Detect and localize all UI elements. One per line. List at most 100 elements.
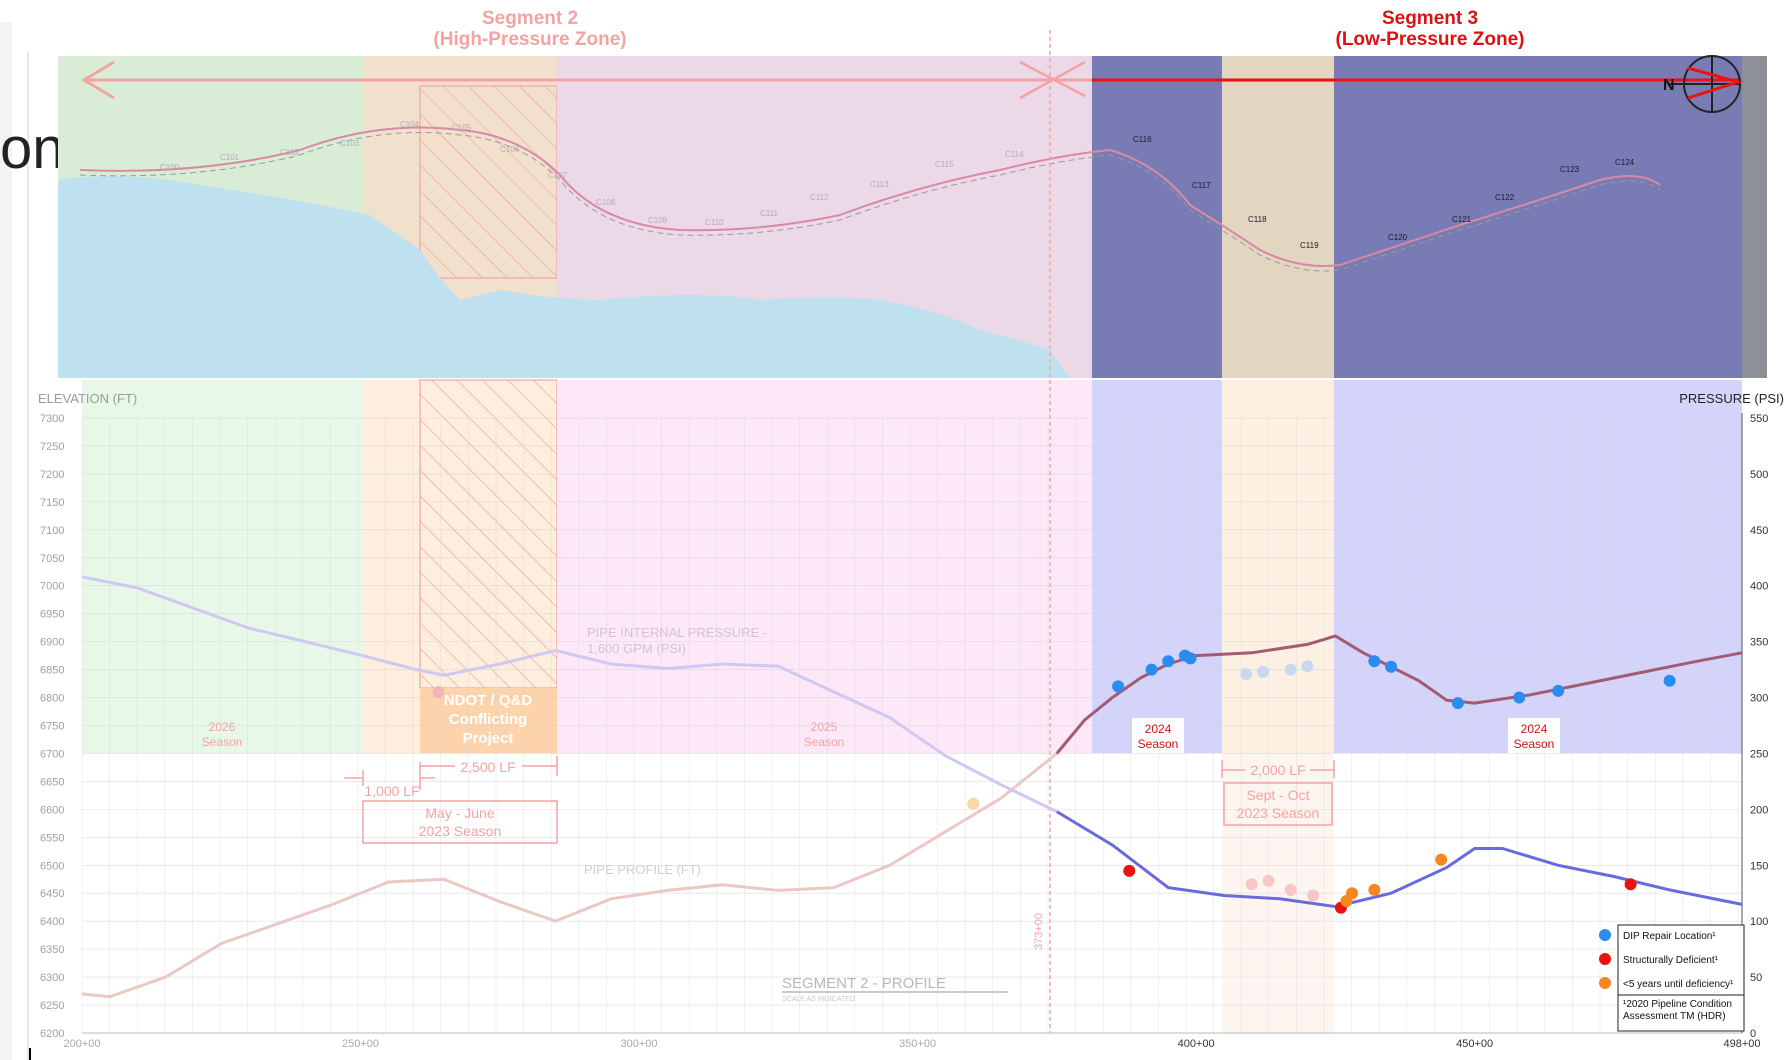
elevation-tick-label: 7100	[40, 525, 64, 537]
series-0-line	[1055, 634, 1743, 755]
sept-oct-line2: 2023 Season	[1237, 805, 1320, 821]
series-1-line	[1056, 810, 1743, 909]
pressure-tick-label: 250	[1750, 748, 1768, 760]
elevation-tick-label: 6750	[40, 721, 64, 733]
legend-swatch	[1599, 953, 1611, 965]
lake-water	[58, 176, 1070, 378]
map-sheet-label: C114	[1005, 150, 1024, 159]
map-sheet-label: C106	[500, 145, 520, 154]
map-sheet-label: C102	[280, 148, 300, 157]
elevation-tick-label: 6850	[40, 665, 64, 677]
station-tick-label: 400+00	[1178, 1038, 1215, 1050]
map-sheet-label: C110	[705, 218, 724, 227]
faded-marker	[967, 797, 980, 810]
map-ndot-hatch	[419, 85, 558, 279]
dip-repair-marker	[1301, 660, 1314, 673]
aerial-map: C116 C117 C118 C119 C120 C121 C122 C123 C124 C114…	[58, 55, 1767, 378]
map-sheet-label: C109	[648, 216, 668, 225]
season-2026-label-text: Season	[202, 735, 243, 749]
faded-pressure-marker	[1307, 889, 1320, 902]
segment-profile-title: SEGMENT 2 - PROFILE	[782, 975, 946, 992]
north-arrow-icon: N	[1663, 55, 1744, 113]
dim-2500-lf: 2,500 LF	[460, 759, 515, 775]
elevation-tick-label: 6250	[40, 1000, 64, 1012]
zone-sept-oct	[1222, 380, 1334, 753]
pressure-tick-label: 150	[1750, 860, 1768, 872]
elevation-tick-label: 6300	[40, 972, 64, 984]
season-2026-label-year: 2026	[209, 720, 236, 734]
elevation-axis-label: ELEVATION (FT)	[38, 391, 137, 406]
dip-repair-marker	[1663, 674, 1676, 687]
elevation-tick-label: 6950	[40, 609, 64, 621]
dip-repair-marker	[1240, 668, 1253, 681]
map-zone-2024a	[1092, 56, 1222, 378]
map-sheet-label: C104	[400, 120, 420, 129]
pressure-tick-label: 100	[1750, 916, 1768, 928]
dimension-lines	[344, 756, 1335, 844]
zone-2025	[557, 380, 1092, 753]
pressure-tick-label: 300	[1750, 693, 1768, 705]
faded-marker	[432, 685, 445, 698]
map-sheet-label: C113	[870, 180, 889, 189]
left-panel-edge	[0, 22, 12, 1060]
elevation-tick-label: 6900	[40, 637, 64, 649]
map-sheet-label: C107	[548, 171, 568, 180]
season-2024b-box	[1508, 718, 1560, 753]
profile-plot: 373+00 7300 7250 7200 7150 7100 7050 7000 6950 6…	[40, 30, 1768, 1050]
elevation-tick-label: 7200	[40, 469, 64, 481]
dim-1000-lf: 1,000 LF	[364, 783, 419, 799]
legend: DIP Repair Location¹ Structurally Deficie…	[1599, 924, 1745, 1032]
map-sheet-labels: C116 C117 C118 C119 C120 C121 C122 C123 C124 C114…	[160, 120, 1635, 250]
legend-footnote-line2: Assessment TM (HDR)	[1623, 1011, 1726, 1022]
faded-pressure-marker	[1262, 874, 1275, 887]
elevation-tick-label: 7250	[40, 441, 64, 453]
elevation-tick-label: 6600	[40, 804, 64, 816]
season-2025-label-year: 2025	[811, 720, 838, 734]
map-sheet-label: C115	[935, 160, 954, 169]
elevation-tick-label: 6400	[40, 916, 64, 928]
dip-repair-marker	[1368, 655, 1381, 668]
season-2024b-label-year: 2024	[1521, 722, 1548, 736]
map-sheet-label: C119	[1300, 241, 1319, 250]
segment3-subtitle: (Low-Pressure Zone)	[1336, 29, 1525, 50]
map-sheet-label: C123	[1560, 165, 1580, 174]
station-tick-label: 300+00	[621, 1038, 658, 1050]
ndot-label-line1: NDOT / Q&D	[444, 692, 532, 709]
map-sheet-label: C117	[1192, 181, 1211, 190]
elevation-tick-label: 6200	[40, 1028, 64, 1040]
legend-footnote-line1: ¹2020 Pipeline Condition	[1623, 999, 1732, 1010]
map-sheet-label: C108	[596, 198, 616, 207]
pressure-tick-label: 450	[1750, 525, 1768, 537]
station-tick-label: 250+00	[342, 1038, 379, 1050]
partial-title: on	[0, 116, 65, 181]
less-than-5-years-marker	[1435, 853, 1448, 866]
sept-oct-line1: Sept - Oct	[1246, 787, 1309, 803]
less-than-5-years-marker	[1368, 883, 1381, 896]
structurally-deficient-marker	[1123, 864, 1136, 877]
map-sheet-label: C122	[1495, 193, 1515, 202]
legend-item-label: DIP Repair Location¹	[1623, 931, 1716, 942]
zone-ndot-hatch	[419, 379, 558, 689]
pressure-label-line2: 1,600 GPM (PSI)	[587, 641, 686, 656]
svg-text:N: N	[1663, 77, 1675, 94]
dip-repair-marker	[1162, 655, 1175, 668]
faded-pressure-marker	[1245, 878, 1258, 891]
series-1-faded-line	[81, 575, 1058, 813]
pressure-axis-label: PRESSURE (PSI)	[1679, 391, 1784, 406]
elevation-tick-label: 7050	[40, 553, 64, 565]
map-sheet-label: C105	[452, 123, 472, 132]
pressure-tick-label: 350	[1750, 637, 1768, 649]
season-2024a-box	[1132, 718, 1184, 753]
dim-2000-lf: 2,000 LF	[1250, 762, 1305, 778]
legend-item-label: <5 years until deficiency¹	[1623, 979, 1734, 990]
map-sheet-label: C103	[340, 139, 360, 148]
elevation-tick-label: 6700	[40, 748, 64, 760]
station-373-label: 373+00	[1033, 913, 1045, 950]
may-june-box	[362, 800, 558, 844]
faded-pressure-marker	[1284, 883, 1297, 896]
profile-series	[81, 575, 1743, 999]
station-tick-label: 200+00	[63, 1038, 100, 1050]
dip-repair-marker	[1552, 684, 1565, 697]
